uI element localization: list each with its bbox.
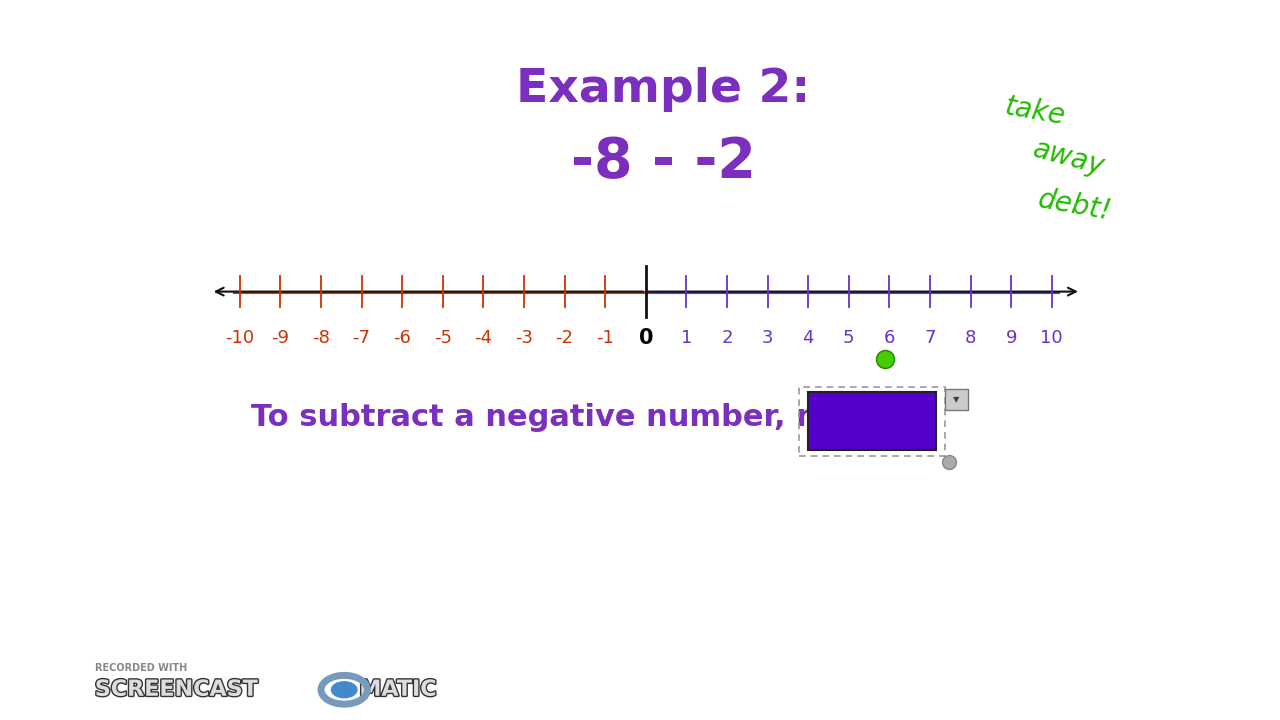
Text: -9: -9 (271, 329, 289, 347)
Text: MATIC: MATIC (360, 680, 436, 700)
Text: -4: -4 (475, 329, 493, 347)
Text: -10: -10 (225, 329, 255, 347)
Text: Example 2:: Example 2: (516, 68, 810, 112)
Text: 6: 6 (883, 329, 895, 347)
Bar (945, 389, 968, 410)
Text: -8 - -2: -8 - -2 (571, 135, 755, 189)
Text: -7: -7 (352, 329, 371, 347)
Text: 1: 1 (681, 329, 692, 347)
Text: ▼: ▼ (954, 395, 960, 404)
Text: 7: 7 (924, 329, 936, 347)
Text: away: away (1030, 135, 1108, 181)
Text: 8: 8 (965, 329, 977, 347)
Text: 2: 2 (721, 329, 732, 347)
Text: take: take (1002, 92, 1068, 131)
Text: RECORDED WITH: RECORDED WITH (95, 663, 187, 673)
Text: 9: 9 (1006, 329, 1016, 347)
Text: 4: 4 (803, 329, 814, 347)
Circle shape (332, 682, 357, 698)
Text: SCREENCAST: SCREENCAST (95, 680, 257, 700)
Text: 5: 5 (844, 329, 855, 347)
Text: -1: -1 (596, 329, 614, 347)
Text: -8: -8 (312, 329, 330, 347)
Text: -2: -2 (556, 329, 573, 347)
Text: -6: -6 (393, 329, 411, 347)
Text: 0: 0 (639, 328, 653, 348)
Bar (808, 392, 936, 450)
Text: -5: -5 (434, 329, 452, 347)
Text: debt!: debt! (1036, 185, 1114, 225)
Text: 3: 3 (762, 329, 773, 347)
Text: 10: 10 (1041, 329, 1064, 347)
Bar (799, 387, 945, 456)
Text: -3: -3 (515, 329, 532, 347)
Text: To subtract a negative number, move: To subtract a negative number, move (251, 403, 890, 432)
